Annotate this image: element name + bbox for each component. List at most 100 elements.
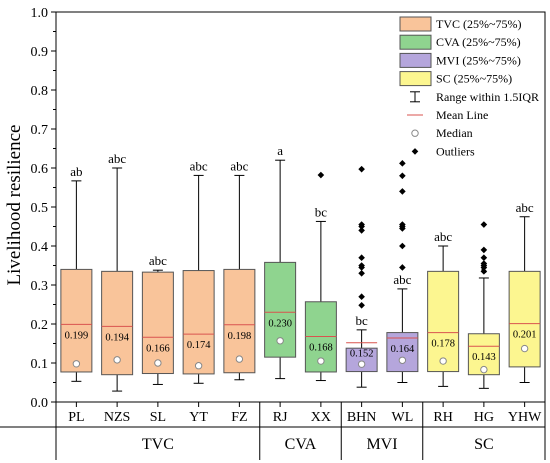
legend-swatch-sc <box>399 71 432 87</box>
y-tick-label: 0.9 <box>31 45 49 60</box>
box-pl: 0.199 ab <box>60 164 93 382</box>
box-iqr <box>386 332 419 373</box>
box-fz: 0.198 abc <box>223 158 256 381</box>
significance-label: abc <box>434 229 452 244</box>
y-tick-label: 0.7 <box>31 123 49 138</box>
legend-label-cva: CVA (25%~75%) <box>436 35 521 49</box>
box-iqr <box>60 268 93 373</box>
outlier-point <box>480 260 488 267</box>
significance-label: abc <box>149 253 167 268</box>
significance-label: a <box>277 143 283 158</box>
y-tick-label: 0.2 <box>31 318 49 333</box>
significance-label: bc <box>355 313 368 328</box>
significance-label: bc <box>315 204 328 219</box>
mean-value-label: 0.152 <box>350 349 374 360</box>
box-iqr <box>508 270 541 368</box>
x-category-label: WL <box>391 410 413 425</box>
mean-value-label: 0.194 <box>105 332 129 343</box>
median-marker <box>480 365 488 374</box>
median-marker <box>194 362 203 370</box>
legend-label-range: Range within 1.5IQR <box>436 90 539 104</box>
mean-value-label: 0.201 <box>513 330 537 341</box>
box-nzs: 0.194 abc <box>101 151 134 392</box>
outlier-point <box>399 188 406 195</box>
outlier-point <box>358 262 365 269</box>
legend-median-symbol <box>411 129 419 137</box>
y-tick-label: 0.5 <box>31 201 49 216</box>
legend-label-sc: SC (25%~75%) <box>436 72 512 86</box>
mean-value-label: 0.198 <box>228 331 252 342</box>
group-label-tvc: TVC <box>142 436 174 453</box>
mean-value-label: 0.178 <box>431 339 455 350</box>
box-iqr <box>182 270 215 375</box>
legend-outlier-symbol <box>411 148 419 155</box>
box-iqr <box>345 347 378 373</box>
box-bhn: 0.152 bc <box>345 165 378 388</box>
box-yhw: 0.201 abc <box>508 200 541 383</box>
legend-label-median: Median <box>436 126 473 140</box>
mean-value-label: 0.166 <box>146 343 170 354</box>
median-marker <box>439 357 447 365</box>
outlier-point <box>399 242 406 250</box>
y-tick-label: 0.4 <box>31 240 49 255</box>
significance-label: abc <box>230 158 248 173</box>
outlier-point <box>399 172 406 180</box>
mean-value-label: 0.143 <box>472 352 496 363</box>
median-marker <box>520 344 529 353</box>
legend-swatch-mvi <box>399 52 432 68</box>
significance-label: ab <box>70 164 82 179</box>
outlier-point <box>317 171 325 179</box>
outlier-point <box>358 165 365 173</box>
group-label-sc: SC <box>474 436 494 453</box>
outlier-point <box>358 221 365 228</box>
median-marker <box>317 357 325 365</box>
y-tick-label: 0.6 <box>31 162 49 177</box>
outlier-point <box>358 254 365 261</box>
legend-label-tvc: TVC (25%~75%) <box>436 17 521 31</box>
median-marker <box>398 356 407 364</box>
median-marker <box>72 360 81 368</box>
significance-label: abc <box>516 200 534 215</box>
group-label-cva: CVA <box>285 436 317 453</box>
box-iqr <box>427 270 460 373</box>
outlier-point <box>358 293 365 300</box>
y-tick-label: 0.3 <box>31 279 49 294</box>
outlier-point <box>399 221 406 228</box>
legend-swatch-cva <box>399 34 432 50</box>
legend-label-outliers: Outliers <box>436 144 475 158</box>
outlier-point <box>480 268 488 275</box>
median-marker <box>276 337 284 345</box>
significance-label: abc <box>393 272 411 287</box>
y-axis-label: Livelihood resilience <box>4 125 25 286</box>
x-axis-categories: PL NZS SL YT FZ RJ XX BHN WL RH HG YHW TVC CVA MVI SC <box>0 402 546 460</box>
outlier-point <box>399 264 406 271</box>
mean-value-label: 0.230 <box>268 318 292 329</box>
median-marker <box>357 360 366 368</box>
outlier-point <box>358 227 365 234</box>
x-category-label: PL <box>68 410 84 425</box>
outlier-point <box>358 270 365 277</box>
significance-label: abc <box>190 158 208 173</box>
x-category-label: BHN <box>347 410 377 425</box>
y-tick-label: 1.0 <box>31 6 49 21</box>
legend-label-mvi: MVI (25%~75%) <box>436 53 521 67</box>
outlier-point <box>399 160 406 167</box>
box-wl: 0.164 abc <box>386 160 419 383</box>
outlier-point <box>480 246 488 254</box>
mean-value-label: 0.168 <box>309 342 333 353</box>
mean-value-label: 0.199 <box>65 330 89 341</box>
chart-marks: 0.199ab0.194abc0.166abc0.174abc0.198abc0… <box>60 143 541 392</box>
x-category-label: HG <box>474 410 494 425</box>
legend: TVC (25%~75%) CVA (25%~75%) MVI (25%~75%) S… <box>399 16 539 158</box>
x-category-label: FZ <box>231 410 247 425</box>
legend-swatch-tvc <box>399 16 432 32</box>
box-rj: 0.230 a <box>264 143 297 380</box>
x-category-label: RJ <box>273 410 288 425</box>
x-category-label: SL <box>150 410 166 425</box>
x-category-label: XX <box>311 410 331 425</box>
median-marker <box>113 356 121 364</box>
box-hg: 0.143 c <box>467 221 500 389</box>
box-iqr <box>141 271 174 375</box>
